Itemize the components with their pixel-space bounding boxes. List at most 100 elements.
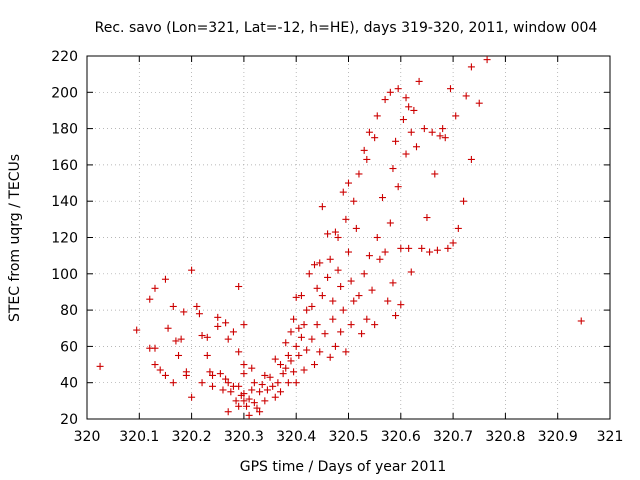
x-tick-label: 320.6 bbox=[381, 429, 421, 445]
data-point bbox=[216, 370, 224, 378]
data-point bbox=[300, 366, 308, 374]
data-point bbox=[363, 315, 371, 323]
data-point bbox=[282, 364, 290, 372]
y-tick-label: 200 bbox=[51, 85, 78, 101]
x-tick-label: 320.8 bbox=[485, 429, 525, 445]
data-point bbox=[235, 382, 243, 390]
data-point bbox=[313, 321, 321, 329]
data-point bbox=[279, 370, 287, 378]
data-point bbox=[266, 373, 274, 381]
y-tick-label: 40 bbox=[60, 376, 78, 392]
data-point bbox=[392, 312, 400, 320]
data-point bbox=[224, 335, 232, 343]
x-tick-label: 320.3 bbox=[224, 429, 264, 445]
data-point bbox=[405, 244, 413, 252]
data-point bbox=[402, 94, 410, 102]
data-point bbox=[381, 248, 389, 256]
data-point bbox=[324, 273, 332, 281]
data-point bbox=[300, 321, 308, 329]
data-point bbox=[224, 408, 232, 416]
data-point bbox=[452, 112, 460, 120]
data-point bbox=[258, 381, 266, 389]
data-point bbox=[243, 402, 251, 410]
data-point bbox=[188, 266, 196, 274]
data-point bbox=[345, 179, 352, 187]
data-point bbox=[297, 292, 305, 300]
data-point bbox=[420, 125, 428, 133]
data-point bbox=[308, 302, 316, 310]
y-axis-ticks: 20 40 60 80 100 120 140 160 180 200 220 bbox=[51, 49, 610, 428]
data-point bbox=[274, 379, 282, 387]
data-point bbox=[397, 301, 405, 309]
data-point bbox=[290, 368, 298, 376]
data-point bbox=[384, 297, 392, 305]
data-point bbox=[352, 224, 360, 232]
data-point bbox=[256, 388, 264, 396]
data-point bbox=[454, 224, 462, 232]
data-point bbox=[240, 361, 248, 369]
data-point bbox=[410, 106, 418, 114]
data-point bbox=[318, 203, 326, 211]
data-point bbox=[386, 88, 394, 96]
data-point bbox=[331, 228, 339, 236]
x-axis-label: GPS time / Days of year 2011 bbox=[240, 459, 447, 475]
x-tick-label: 320.5 bbox=[328, 429, 368, 445]
data-point bbox=[386, 219, 394, 227]
data-point bbox=[483, 56, 491, 64]
data-point bbox=[394, 183, 402, 191]
y-tick-label: 220 bbox=[51, 49, 78, 65]
data-point bbox=[164, 324, 172, 332]
data-point bbox=[355, 170, 363, 178]
data-point bbox=[363, 155, 371, 163]
data-point bbox=[227, 388, 235, 396]
data-point bbox=[405, 103, 413, 111]
data-point bbox=[339, 306, 347, 314]
data-point bbox=[436, 132, 444, 140]
data-point bbox=[232, 397, 240, 405]
data-point bbox=[467, 155, 475, 163]
y-tick-label: 120 bbox=[51, 231, 78, 247]
data-point bbox=[193, 302, 201, 310]
data-point bbox=[415, 77, 423, 85]
data-point bbox=[449, 239, 457, 247]
data-point bbox=[253, 404, 261, 412]
data-point bbox=[222, 375, 230, 383]
y-tick-label: 20 bbox=[60, 412, 78, 428]
data-point bbox=[365, 128, 373, 136]
data-point bbox=[209, 371, 217, 379]
data-point bbox=[292, 379, 300, 387]
data-point bbox=[373, 112, 381, 120]
data-point bbox=[161, 371, 169, 379]
y-tick-label: 60 bbox=[60, 339, 78, 355]
data-point bbox=[467, 63, 475, 71]
x-tick-label: 320.1 bbox=[119, 429, 159, 445]
data-point bbox=[397, 244, 405, 252]
data-point bbox=[209, 382, 217, 390]
data-point bbox=[347, 321, 355, 329]
data-point bbox=[318, 292, 326, 300]
data-point bbox=[245, 411, 253, 419]
data-point bbox=[287, 328, 295, 336]
data-point bbox=[426, 248, 434, 256]
data-point bbox=[439, 125, 447, 133]
x-tick-label: 320 bbox=[74, 429, 101, 445]
data-point bbox=[358, 330, 366, 338]
data-point bbox=[373, 234, 381, 241]
x-tick-label: 320.9 bbox=[538, 429, 578, 445]
y-tick-label: 140 bbox=[51, 194, 78, 210]
data-point bbox=[240, 390, 248, 398]
data-point bbox=[329, 315, 337, 323]
data-point bbox=[292, 342, 300, 350]
data-point bbox=[311, 261, 319, 269]
data-point bbox=[313, 284, 321, 292]
data-point bbox=[331, 342, 339, 350]
x-tick-label: 320.2 bbox=[172, 429, 212, 445]
data-point bbox=[431, 170, 439, 178]
data-point bbox=[407, 128, 415, 136]
data-point bbox=[371, 321, 379, 329]
data-point bbox=[156, 366, 164, 374]
data-point bbox=[321, 330, 329, 338]
data-point bbox=[337, 328, 345, 336]
data-point bbox=[412, 143, 420, 151]
data-point bbox=[271, 393, 279, 401]
